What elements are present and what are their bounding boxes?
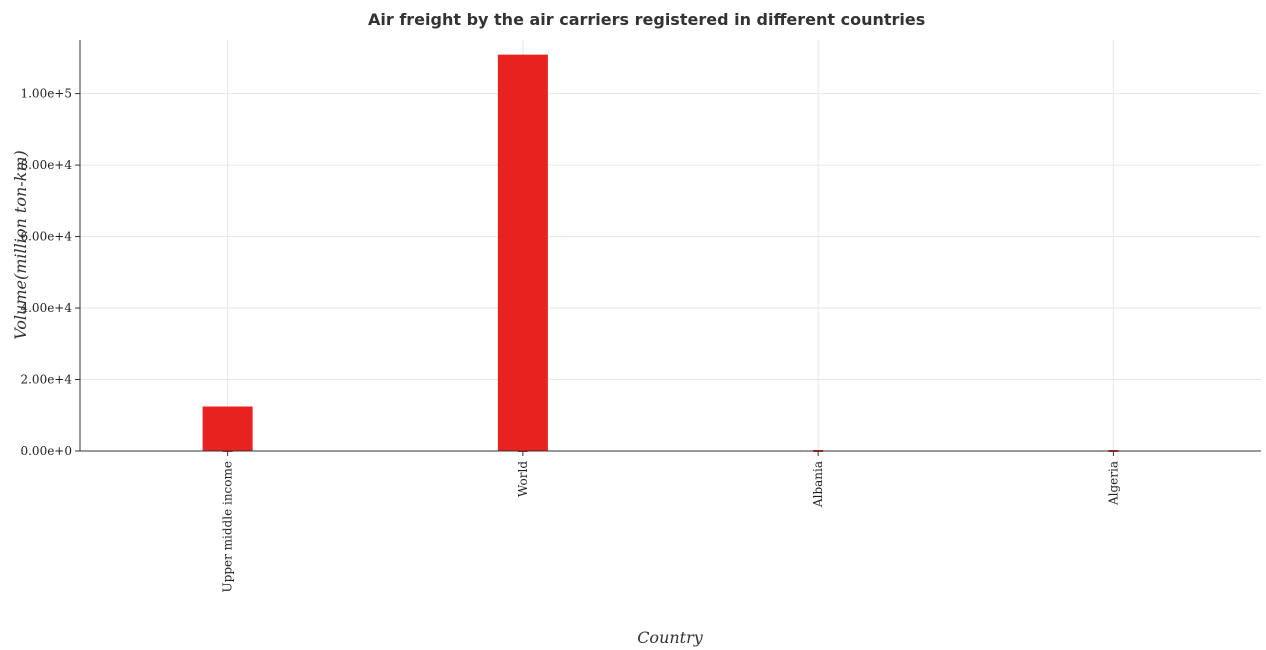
bar-upper-middle-income	[202, 406, 253, 451]
x-axis-ticks: Upper middle income World Albania Algeria	[221, 451, 1120, 592]
x-tick-label: Upper middle income	[221, 461, 235, 592]
y-tick-label: 8.00e+4	[20, 158, 72, 172]
x-tick-label: Albania	[811, 461, 825, 508]
bars	[202, 54, 1139, 452]
grid-lines	[80, 40, 1261, 452]
bar-world	[497, 54, 548, 451]
x-tick-label: World	[516, 461, 530, 497]
y-tick-label: 2.00e+4	[20, 373, 72, 387]
y-tick-label: 0.00e+0	[20, 444, 72, 458]
y-axis-ticks: 0.00e+0 2.00e+4 4.00e+4 6.00e+4 8.00e+4 1.00e…	[20, 87, 80, 458]
chart-title: Air freight by the air carriers register…	[368, 10, 925, 29]
y-tick-label: 6.00e+4	[20, 230, 72, 244]
x-tick-label: Algeria	[1106, 461, 1120, 506]
y-tick-label: 1.00e+5	[20, 87, 72, 101]
y-axis-label: Volume(million ton-km)	[11, 150, 30, 340]
x-axis-label: Country	[637, 628, 704, 647]
y-tick-label: 4.00e+4	[20, 301, 72, 315]
